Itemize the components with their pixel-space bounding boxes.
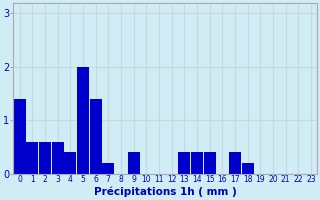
Bar (52, 142, 64, 174)
Bar (204, 152, 216, 174)
Bar (128, 152, 140, 174)
Bar (242, 163, 253, 174)
Bar (90, 99, 101, 174)
Bar (102, 163, 114, 174)
Bar (13, 99, 26, 174)
Bar (229, 152, 241, 174)
Bar (39, 142, 51, 174)
X-axis label: Précipitations 1h ( mm ): Précipitations 1h ( mm ) (94, 187, 236, 197)
Bar (26, 142, 38, 174)
Bar (178, 152, 190, 174)
Bar (64, 152, 76, 174)
Bar (191, 152, 203, 174)
Bar (77, 67, 89, 174)
